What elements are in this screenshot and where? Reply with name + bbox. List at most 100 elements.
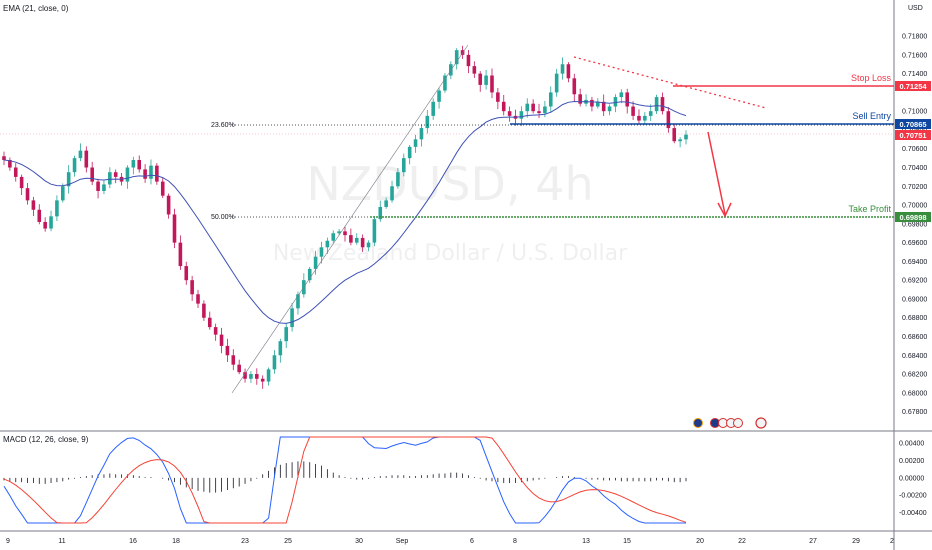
- candle-body: [478, 73, 483, 85]
- candle-body: [496, 92, 500, 102]
- candle-body: [654, 97, 659, 112]
- price-axis-ticks: 0.718000.716000.714000.710000.708000.706…: [902, 34, 927, 417]
- sell-entry-price-tag: [895, 119, 931, 129]
- candle-body: [78, 150, 83, 159]
- watermark-symbol: NZDUSD, 4h: [306, 157, 593, 211]
- candle-body: [37, 209, 42, 222]
- candle-body: [2, 156, 6, 161]
- candle-body: [66, 172, 71, 187]
- candle-body: [307, 268, 312, 281]
- price-tick-label: 0.71800: [902, 34, 927, 41]
- candle-body: [596, 101, 600, 107]
- macd-tick-label: 0.00400: [899, 441, 924, 448]
- candle-body: [354, 237, 359, 243]
- price-tick-label: 0.68000: [902, 390, 927, 397]
- current-price-tag: [895, 130, 931, 140]
- time-tick-label: 15: [623, 538, 631, 545]
- candle-body: [366, 242, 371, 248]
- price-tick-label: 0.68200: [902, 372, 927, 379]
- stop-loss-price-tag: [895, 81, 931, 91]
- time-tick-label: 22: [738, 538, 746, 545]
- candle-body: [390, 186, 394, 201]
- price-tick-label: 0.70400: [902, 165, 927, 172]
- candle-body: [260, 378, 265, 382]
- candle-body: [49, 216, 53, 229]
- event-flag-icon[interactable]: [693, 418, 703, 428]
- candle-body: [249, 374, 253, 379]
- candle-body: [484, 75, 488, 85]
- candle-body: [31, 200, 36, 210]
- candle-body: [537, 111, 541, 114]
- candle-body: [543, 106, 547, 114]
- candle-body: [202, 303, 206, 318]
- candle-body: [137, 160, 142, 170]
- candle-body: [437, 90, 441, 102]
- time-tick-label: 25: [284, 538, 292, 545]
- macd-indicator-label[interactable]: MACD (12, 26, close, 9): [3, 435, 89, 444]
- macd-tick-label: -0.00400: [899, 510, 927, 517]
- price-tick-label: 0.69600: [902, 240, 927, 247]
- candle-body: [143, 169, 147, 179]
- candle-body: [601, 101, 606, 112]
- candle-body: [407, 146, 412, 159]
- candle-body: [454, 50, 459, 65]
- time-tick-label: 30: [355, 538, 363, 545]
- candle-body: [266, 369, 271, 382]
- macd-axis-ticks: 0.00400 0.00200 0.00000 -0.00200 -0.00400: [899, 441, 927, 517]
- candle-body: [13, 167, 18, 177]
- candle-body: [96, 181, 100, 191]
- candle-body: [384, 200, 388, 207]
- ema-indicator-label[interactable]: EMA (21, close, 0): [3, 4, 69, 13]
- candle-body: [613, 97, 618, 107]
- arrow-head-icon: [717, 202, 732, 218]
- candle-body: [360, 237, 365, 248]
- time-tick-label: 18: [172, 538, 180, 545]
- candle-body: [207, 317, 212, 328]
- time-tick-label: 27: [809, 538, 817, 545]
- time-tick-label: 29: [852, 538, 860, 545]
- candle-body: [637, 115, 641, 121]
- candle-body: [419, 128, 424, 140]
- candle-body: [443, 75, 447, 91]
- time-axis-ticks: 9 11 16 18 23 25 30 Sep 6 8 13 15 20 22 27 29 2: [6, 538, 894, 545]
- time-tick-label: 8: [513, 538, 517, 545]
- candle-body: [413, 139, 418, 147]
- candle-body: [108, 172, 112, 185]
- candle-body: [590, 99, 594, 107]
- candle-body: [166, 195, 171, 215]
- time-tick-label: 2: [890, 538, 894, 545]
- candle-body: [401, 158, 406, 173]
- fib-trendline: [231, 44, 469, 394]
- candle-body: [519, 111, 524, 119]
- candle-body: [313, 256, 318, 269]
- candle-body: [55, 200, 59, 217]
- projection-arrow-line[interactable]: [707, 131, 726, 215]
- event-flag-icon[interactable]: [733, 418, 743, 428]
- economic-events[interactable]: [693, 417, 767, 429]
- candle-body: [155, 165, 159, 182]
- candle-body: [472, 66, 477, 74]
- candle-body: [525, 103, 530, 112]
- macd-series: [3, 436, 687, 524]
- take-profit-price: 0.69898: [899, 213, 926, 222]
- currency-label: USD: [908, 5, 923, 12]
- price-tick-label: 0.67800: [902, 409, 927, 416]
- candle-body: [431, 101, 435, 116]
- fib-level-50: 50.00%: [211, 214, 235, 221]
- candle-body: [378, 206, 383, 220]
- candle-body: [184, 266, 189, 281]
- candle-body: [8, 160, 12, 168]
- resistance-trendline[interactable]: [573, 56, 767, 109]
- candle-body: [160, 181, 165, 196]
- candle-body: [172, 214, 177, 243]
- candle-body: [190, 280, 194, 295]
- macd-tick-label: -0.00200: [899, 493, 927, 500]
- candle-body: [60, 186, 65, 201]
- candle-body: [337, 231, 341, 234]
- candle-body: [178, 242, 183, 267]
- event-flag-icon[interactable]: [755, 417, 767, 429]
- candle-body: [619, 92, 624, 98]
- candle-body: [648, 111, 653, 116]
- price-tick-label: 0.69400: [902, 259, 927, 266]
